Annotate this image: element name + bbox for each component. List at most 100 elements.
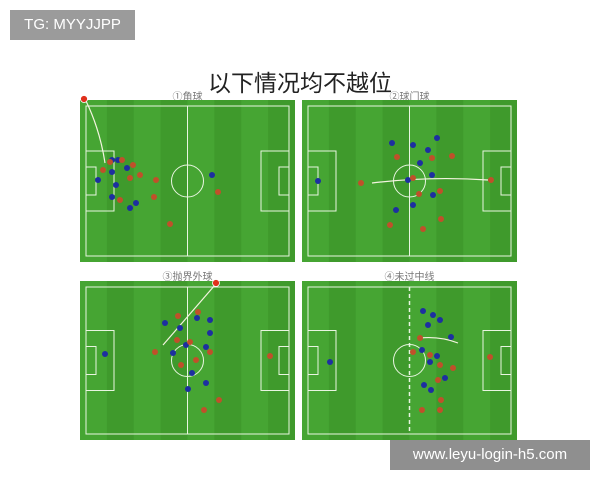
player-blue bbox=[113, 182, 119, 188]
player-red bbox=[117, 197, 123, 203]
pass-arrow bbox=[419, 336, 459, 344]
goal-area-right bbox=[278, 166, 290, 196]
player-red bbox=[437, 407, 443, 413]
pitch-stripe bbox=[133, 281, 161, 440]
player-red bbox=[419, 407, 425, 413]
pass-arrow bbox=[85, 100, 106, 164]
goal-area-right bbox=[500, 166, 512, 196]
player-blue bbox=[124, 165, 130, 171]
player-blue bbox=[419, 347, 425, 353]
player-red bbox=[387, 222, 393, 228]
player-blue bbox=[421, 382, 427, 388]
pitch-stripe bbox=[302, 281, 329, 440]
player-red bbox=[435, 377, 441, 383]
player-red bbox=[215, 189, 221, 195]
player-red bbox=[420, 226, 426, 232]
caption-throw-in: ③抛界外球 bbox=[162, 272, 213, 283]
player-red bbox=[187, 339, 193, 345]
player-blue bbox=[127, 205, 133, 211]
player-blue bbox=[417, 160, 423, 166]
player-blue bbox=[429, 172, 435, 178]
pitch-stripe bbox=[187, 281, 215, 440]
player-blue bbox=[109, 169, 115, 175]
goal-area-right bbox=[500, 346, 512, 375]
player-red bbox=[358, 180, 364, 186]
pitch-stripe bbox=[355, 281, 383, 440]
player-red bbox=[438, 397, 444, 403]
player-blue bbox=[170, 350, 176, 356]
player-blue bbox=[194, 315, 200, 321]
pass-arrow bbox=[162, 284, 216, 346]
player-blue bbox=[209, 172, 215, 178]
player-blue bbox=[410, 142, 416, 148]
player-red bbox=[195, 309, 201, 315]
player-red bbox=[437, 362, 443, 368]
player-blue bbox=[207, 330, 213, 336]
player-blue bbox=[327, 359, 333, 365]
player-blue bbox=[428, 387, 434, 393]
player-red bbox=[201, 407, 207, 413]
player-red bbox=[137, 172, 143, 178]
player-blue bbox=[185, 386, 191, 392]
player-red bbox=[417, 335, 423, 341]
player-blue bbox=[430, 312, 436, 318]
player-blue bbox=[425, 322, 431, 328]
player-red bbox=[175, 313, 181, 319]
player-red bbox=[216, 397, 222, 403]
player-blue bbox=[427, 359, 433, 365]
player-blue bbox=[389, 140, 395, 146]
player-blue bbox=[162, 320, 168, 326]
pitch-stripe bbox=[241, 100, 269, 262]
player-blue bbox=[393, 207, 399, 213]
centre-circle bbox=[171, 164, 204, 198]
player-red bbox=[207, 349, 213, 355]
player-blue bbox=[189, 370, 195, 376]
pitch-stripe bbox=[463, 281, 491, 440]
player-blue bbox=[405, 177, 411, 183]
player-red bbox=[151, 194, 157, 200]
player-blue bbox=[203, 380, 209, 386]
pitch-stripe bbox=[241, 281, 269, 440]
pass-arrow bbox=[371, 177, 489, 184]
player-blue bbox=[102, 351, 108, 357]
player-blue bbox=[437, 317, 443, 323]
player-blue bbox=[410, 202, 416, 208]
caption-corner-kick: ①角球 bbox=[172, 92, 203, 103]
player-red bbox=[178, 362, 184, 368]
pitch-stripe bbox=[463, 100, 491, 262]
player-red bbox=[438, 216, 444, 222]
player-red bbox=[100, 167, 106, 173]
player-red bbox=[437, 188, 443, 194]
player-red bbox=[429, 155, 435, 161]
player-blue bbox=[425, 147, 431, 153]
player-red bbox=[449, 153, 455, 159]
watermark-url: www.leyu-login-h5.com bbox=[390, 440, 590, 470]
player-red bbox=[410, 175, 416, 181]
player-blue bbox=[203, 344, 209, 350]
watermark-tag: TG: MYYJJPP bbox=[10, 10, 135, 40]
player-blue bbox=[133, 200, 139, 206]
player-red bbox=[394, 154, 400, 160]
player-red bbox=[107, 159, 113, 165]
page-title: 以下情况均不越位 bbox=[208, 71, 392, 97]
goal-area-left bbox=[85, 346, 97, 375]
pitch-stripe bbox=[80, 281, 107, 440]
player-blue bbox=[95, 177, 101, 183]
player-blue bbox=[315, 178, 321, 184]
player-blue bbox=[430, 192, 436, 198]
player-blue bbox=[442, 375, 448, 381]
player-blue bbox=[207, 317, 213, 323]
pitch-stripe bbox=[187, 100, 215, 262]
player-blue bbox=[434, 353, 440, 359]
player-red bbox=[119, 157, 125, 163]
player-red bbox=[152, 349, 158, 355]
goal-area-right bbox=[278, 346, 290, 375]
centre-circle bbox=[393, 344, 426, 377]
ball bbox=[212, 279, 220, 287]
pitch-stripe bbox=[409, 100, 437, 262]
player-blue bbox=[420, 308, 426, 314]
player-red bbox=[450, 365, 456, 371]
player-blue bbox=[109, 194, 115, 200]
pitch-stripe bbox=[80, 100, 107, 262]
